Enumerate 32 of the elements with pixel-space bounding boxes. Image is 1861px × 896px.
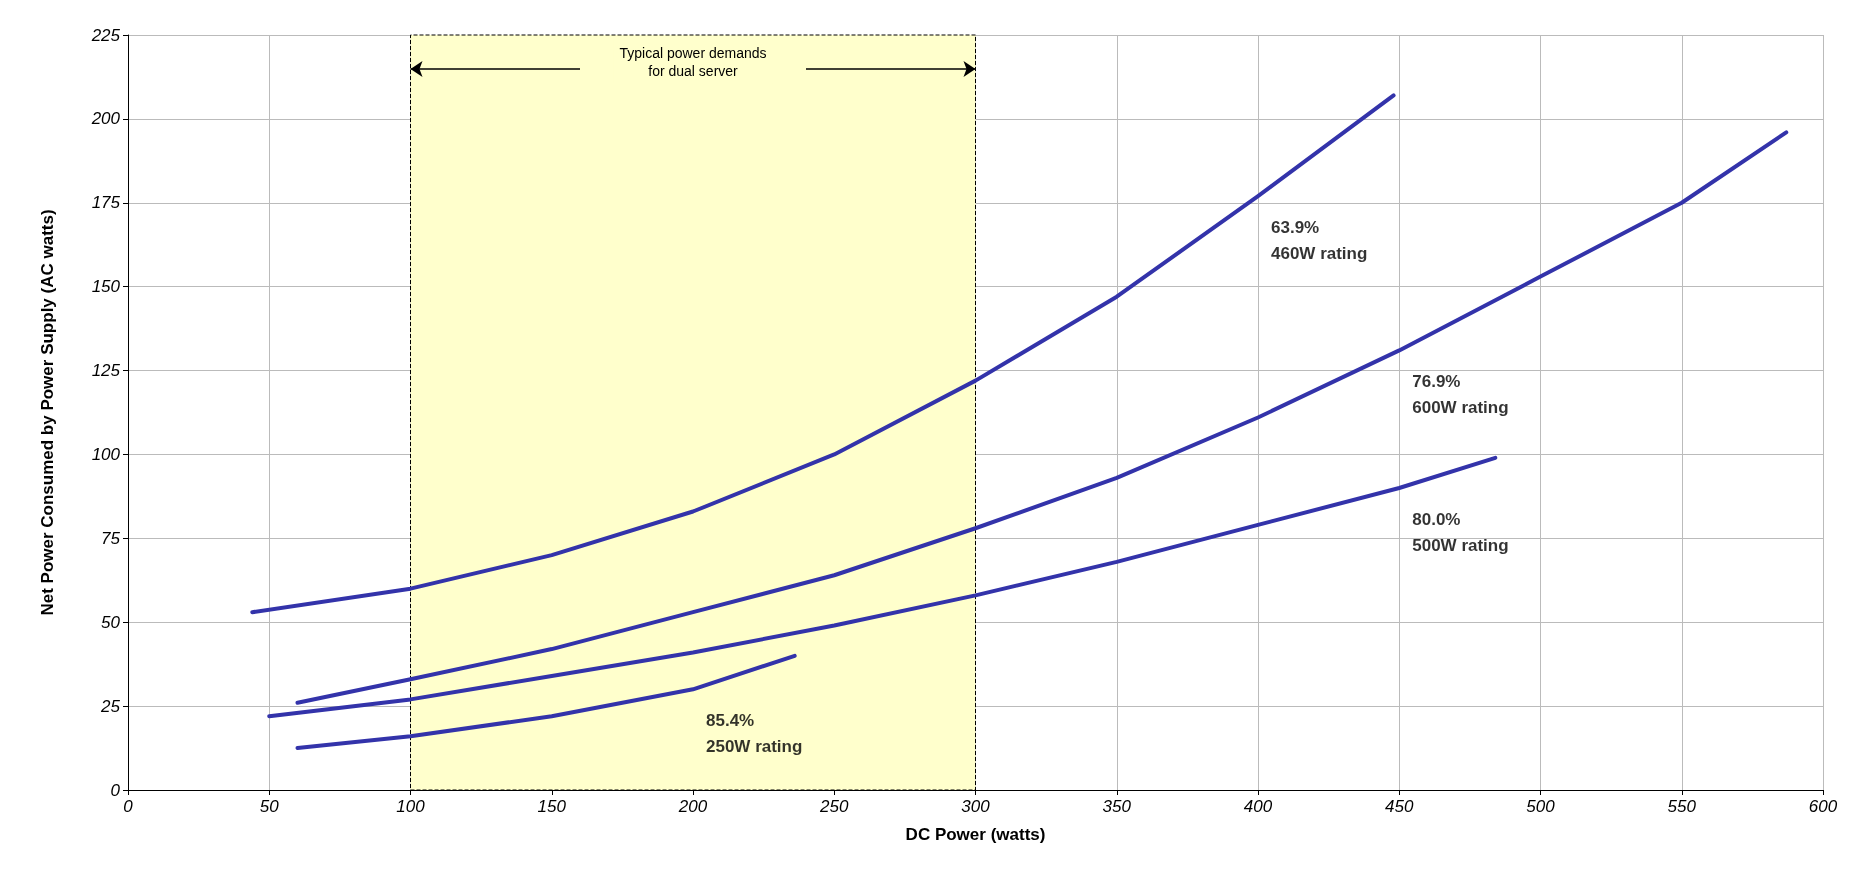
y-tick-label: 175 — [91, 193, 121, 213]
x-tick-label: 350 — [1102, 797, 1132, 816]
y-tick-label: 200 — [90, 109, 121, 129]
annotation: 85.4% 250W rating — [706, 710, 803, 756]
x-tick-label: 150 — [537, 797, 567, 816]
x-tick-label: 450 — [1385, 797, 1414, 816]
y-tick-label: 0 — [110, 780, 121, 800]
annotation: 76.9% 600W rating — [1412, 371, 1509, 417]
x-tick-label: 50 — [259, 797, 280, 816]
x-axis-title: DC Power (watts) — [905, 825, 1046, 844]
x-tick-label: 400 — [1243, 797, 1273, 816]
y-tick-label: 150 — [91, 277, 121, 297]
y-tick-label: 100 — [91, 444, 121, 464]
y-tick-label: 125 — [91, 361, 121, 381]
x-tick-label: 550 — [1667, 797, 1697, 816]
y-tick-label: 75 — [101, 528, 121, 548]
x-tick-label: 200 — [677, 797, 708, 816]
y-tick-label: 50 — [101, 612, 121, 632]
annotation: 63.9% 460W rating — [1271, 217, 1368, 263]
x-tick-label: 500 — [1526, 797, 1556, 816]
y-tick-label: 25 — [100, 696, 121, 716]
x-tick-label: 300 — [961, 797, 991, 816]
line-series — [295, 130, 1789, 705]
band-label: Typical power demands for dual server — [619, 44, 767, 79]
line-series — [250, 93, 1396, 615]
y-tick-label: 225 — [90, 25, 121, 45]
x-tick-label: 0 — [123, 797, 134, 816]
x-tick-label: 250 — [819, 797, 849, 816]
x-tick-label: 100 — [396, 797, 426, 816]
annotation: 80.0% 500W rating — [1412, 509, 1509, 555]
x-tick-label: 600 — [1808, 797, 1838, 816]
y-axis-title: Net Power Consumed by Power Supply (AC watts) — [38, 209, 57, 616]
